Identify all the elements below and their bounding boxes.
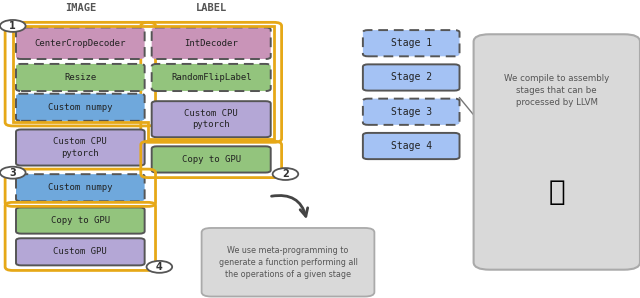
Text: Resize: Resize (64, 73, 97, 82)
Text: 1: 1 (10, 21, 16, 31)
Text: Stage 1: Stage 1 (390, 38, 432, 48)
Circle shape (147, 261, 172, 273)
Text: LABEL: LABEL (196, 3, 227, 13)
FancyBboxPatch shape (152, 146, 271, 173)
FancyBboxPatch shape (16, 64, 145, 91)
FancyBboxPatch shape (16, 238, 145, 266)
FancyBboxPatch shape (363, 64, 460, 91)
Text: Copy to GPU: Copy to GPU (51, 216, 110, 225)
FancyBboxPatch shape (363, 133, 460, 159)
Text: Custom numpy: Custom numpy (48, 183, 113, 192)
Text: Custom CPU
pytorch: Custom CPU pytorch (184, 109, 238, 129)
FancyBboxPatch shape (152, 27, 271, 59)
FancyBboxPatch shape (202, 228, 374, 297)
Text: CenterCropDecoder: CenterCropDecoder (35, 39, 126, 48)
Text: Stage 4: Stage 4 (390, 141, 432, 151)
FancyBboxPatch shape (152, 64, 271, 91)
FancyBboxPatch shape (16, 129, 145, 166)
Text: 3: 3 (10, 168, 16, 178)
Circle shape (0, 167, 26, 179)
Text: We compile to assembly
stages that can be
processed by LLVM: We compile to assembly stages that can b… (504, 74, 609, 106)
FancyBboxPatch shape (363, 99, 460, 125)
Text: Stage 2: Stage 2 (390, 72, 432, 83)
Text: Custom numpy: Custom numpy (48, 103, 113, 112)
Text: IMAGE: IMAGE (65, 3, 96, 13)
FancyBboxPatch shape (16, 94, 145, 121)
Text: 4: 4 (156, 262, 163, 272)
FancyBboxPatch shape (16, 174, 145, 201)
FancyBboxPatch shape (474, 34, 640, 270)
Text: RandomFlipLabel: RandomFlipLabel (171, 73, 252, 82)
FancyBboxPatch shape (152, 101, 271, 137)
Circle shape (273, 168, 298, 180)
FancyBboxPatch shape (16, 27, 145, 59)
FancyBboxPatch shape (363, 30, 460, 56)
Text: 2: 2 (282, 169, 289, 179)
Text: Stage 3: Stage 3 (390, 107, 432, 117)
Text: Custom CPU
pytorch: Custom CPU pytorch (54, 137, 107, 158)
Text: Custom GPU: Custom GPU (54, 247, 107, 256)
Text: 🐲: 🐲 (548, 178, 565, 206)
FancyBboxPatch shape (16, 207, 145, 234)
Circle shape (0, 20, 26, 32)
Text: Copy to GPU: Copy to GPU (182, 155, 241, 164)
Text: IntDecoder: IntDecoder (184, 39, 238, 48)
Text: We use meta-programming to
generate a function performing all
the operations of : We use meta-programming to generate a fu… (219, 246, 357, 279)
